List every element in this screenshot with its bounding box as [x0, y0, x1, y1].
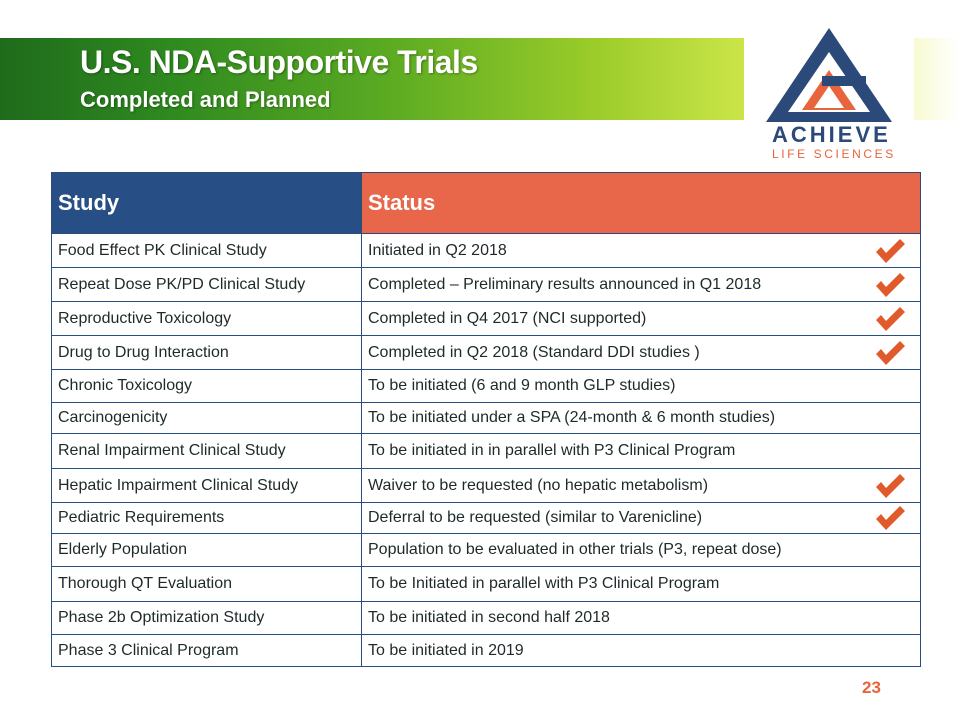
table-body: Food Effect PK Clinical Study Initiated i… — [51, 233, 921, 667]
status-text: Waiver to be requested (no hepatic metab… — [368, 476, 709, 494]
status-cell: Waiver to be requested (no hepatic metab… — [361, 468, 921, 503]
table-row: Food Effect PK Clinical Study Initiated i… — [51, 233, 921, 268]
column-header-study: Study — [51, 172, 362, 234]
status-text: Completed – Preliminary results announce… — [368, 275, 762, 293]
table-header-row: Study Status — [51, 172, 921, 234]
table-row: Carcinogenicity To be initiated under a S… — [51, 402, 921, 434]
study-cell: Pediatric Requirements — [51, 502, 362, 534]
status-cell: Deferral to be requested (similar to Var… — [361, 502, 921, 534]
table-row: Drug to Drug Interaction Completed in Q2 … — [51, 335, 921, 370]
status-text: To be initiated (6 and 9 month GLP studi… — [368, 377, 676, 394]
page-number: 23 — [862, 678, 881, 697]
study-cell: Phase 2b Optimization Study — [51, 601, 362, 635]
status-text: To be initiated in 2019 — [368, 641, 524, 659]
status-text: To be initiated under a SPA (24-month & … — [368, 409, 776, 426]
status-cell: Population to be evaluated in other tria… — [361, 533, 921, 567]
status-text: Population to be evaluated in other tria… — [368, 541, 782, 558]
checkmark-icon — [876, 306, 905, 331]
table-row: Reproductive Toxicology Completed in Q4 2… — [51, 301, 921, 336]
study-cell: Reproductive Toxicology — [51, 301, 362, 336]
study-cell: Repeat Dose PK/PD Clinical Study — [51, 267, 362, 302]
checkmark-icon — [876, 506, 905, 530]
status-cell: To be initiated in second half 2018 — [361, 601, 921, 635]
study-cell: Hepatic Impairment Clinical Study — [51, 468, 362, 503]
status-cell: Initiated in Q2 2018 — [361, 233, 921, 268]
checkmark-icon — [876, 238, 905, 263]
table-row: Elderly Population Population to be evalu… — [51, 533, 921, 567]
status-text: Deferral to be requested (similar to Var… — [368, 509, 703, 526]
status-cell: To be initiated in in parallel with P3 C… — [361, 433, 921, 469]
status-text: To be Initiated in parallel with P3 Clin… — [368, 575, 720, 592]
status-text: To be initiated in in parallel with P3 C… — [368, 442, 736, 459]
slide-subtitle: Completed and Planned — [80, 87, 331, 112]
status-text: To be initiated in second half 2018 — [368, 609, 610, 626]
status-cell: To be initiated (6 and 9 month GLP studi… — [361, 369, 921, 403]
logo-triangle-icon — [766, 28, 892, 122]
table-row: Phase 2b Optimization Study To be initiat… — [51, 601, 921, 635]
slide-title: U.S. NDA-Supportive Trials — [80, 44, 478, 80]
table-row: Pediatric Requirements Deferral to be req… — [51, 502, 921, 534]
column-header-status: Status — [361, 172, 921, 234]
study-cell: Phase 3 Clinical Program — [51, 634, 362, 667]
study-cell: Thorough QT Evaluation — [51, 566, 362, 602]
table-row: Chronic Toxicology To be initiated (6 and… — [51, 369, 921, 403]
study-cell: Elderly Population — [51, 533, 362, 567]
status-cell: To be initiated under a SPA (24-month & … — [361, 402, 921, 434]
status-text: Initiated in Q2 2018 — [368, 241, 507, 259]
status-cell: To be initiated in 2019 — [361, 634, 921, 667]
study-cell: Chronic Toxicology — [51, 369, 362, 403]
company-logo: ACHIEVE LIFE SCIENCES — [744, 18, 914, 166]
status-text: Completed in Q2 2018 (Standard DDI studi… — [368, 343, 700, 361]
study-cell: Drug to Drug Interaction — [51, 335, 362, 370]
table-row: Repeat Dose PK/PD Clinical Study Complete… — [51, 267, 921, 302]
table-row: Hepatic Impairment Clinical Study Waiver … — [51, 468, 921, 503]
checkmark-icon — [876, 340, 905, 365]
table-row: Thorough QT Evaluation To be Initiated in… — [51, 566, 921, 602]
table-row: Phase 3 Clinical Program To be initiated … — [51, 634, 921, 667]
study-cell: Carcinogenicity — [51, 402, 362, 434]
status-cell: Completed – Preliminary results announce… — [361, 267, 921, 302]
status-cell: Completed in Q2 2018 (Standard DDI studi… — [361, 335, 921, 370]
logo-tagline: LIFE SCIENCES — [772, 147, 896, 161]
status-text: Completed in Q4 2017 (NCI supported) — [368, 309, 647, 327]
logo-wordmark: ACHIEVE — [772, 122, 891, 147]
table-row: Renal Impairment Clinical Study To be ini… — [51, 433, 921, 469]
checkmark-icon — [876, 272, 905, 297]
study-cell: Food Effect PK Clinical Study — [51, 233, 362, 268]
status-cell: To be Initiated in parallel with P3 Clin… — [361, 566, 921, 602]
trials-table: Study Status Food Effect PK Clinical Stu… — [51, 172, 921, 667]
study-cell: Renal Impairment Clinical Study — [51, 433, 362, 469]
status-cell: Completed in Q4 2017 (NCI supported) — [361, 301, 921, 336]
checkmark-icon — [876, 473, 905, 498]
